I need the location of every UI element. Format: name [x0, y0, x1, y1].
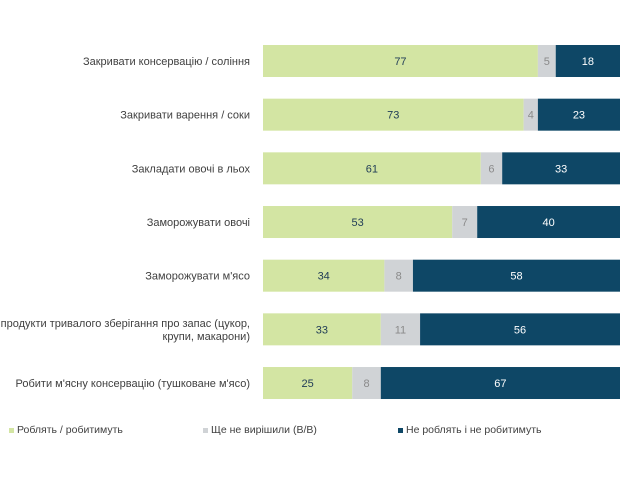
- data-label: 58: [510, 271, 522, 283]
- legend-item-undecided: Ще не вирішили (В/В): [203, 424, 317, 436]
- data-label: 53: [351, 217, 363, 229]
- bar-segment-dont: [502, 152, 620, 185]
- legend-swatch-do: [9, 427, 14, 433]
- bar-segment-undecided: [380, 313, 421, 346]
- bar-segment-undecided: [384, 259, 413, 292]
- bars: [263, 45, 620, 400]
- data-label: 25: [302, 378, 314, 390]
- data-label: 5: [544, 56, 550, 68]
- data-label: 8: [363, 378, 369, 390]
- legend-label-dont: Не роблять і не робитимуть: [406, 424, 542, 436]
- data-label: 67: [494, 378, 506, 390]
- data-label: 56: [514, 324, 526, 336]
- data-label: 33: [316, 324, 328, 336]
- data-label: 40: [542, 217, 554, 229]
- legend-item-dont: Не роблять і не робитимуть: [398, 424, 541, 436]
- bar-segment-undecided: [480, 152, 503, 185]
- bar-segment-undecided: [523, 98, 538, 131]
- category-labels: Закривати консервацію / соління Закривати…: [0, 56, 250, 390]
- data-label: 34: [318, 271, 330, 283]
- bar-segment-do: [263, 313, 381, 346]
- legend-label-undecided: Ще не вирішили (В/В): [211, 424, 317, 436]
- data-label: 23: [573, 110, 585, 122]
- legend-swatch-dont: [398, 427, 403, 433]
- category-label: Закуповувати продукти тривалого зберіган…: [0, 318, 250, 343]
- bar-segment-dont: [380, 367, 620, 400]
- bar-segment-dont: [477, 206, 620, 239]
- category-label: Закривати варення / соки: [120, 110, 250, 122]
- data-label: 7: [462, 217, 468, 229]
- bar-segment-undecided: [352, 367, 381, 400]
- category-label: Заморожувати м'ясо: [145, 271, 250, 283]
- category-label: Закривати консервацію / соління: [83, 56, 250, 68]
- bar-segment-do: [263, 152, 481, 185]
- legend-swatch-undecided: [203, 427, 208, 433]
- bar-segment-dont: [537, 98, 620, 131]
- data-label: 18: [582, 56, 594, 68]
- bar-segment-do: [263, 367, 353, 400]
- data-label: 8: [396, 271, 402, 283]
- bar-segment-undecided: [452, 206, 478, 239]
- data-label: 11: [395, 324, 406, 336]
- bar-segment-do: [263, 259, 385, 292]
- data-label: 77: [394, 56, 406, 68]
- bar-segment-do: [263, 206, 453, 239]
- legend-label-do: Роблять / робитимуть: [17, 424, 123, 436]
- data-label: 61: [366, 163, 378, 175]
- bar-segment-do: [263, 98, 524, 131]
- stacked-bar-chart: Закривати консервацію / соління Закривати…: [0, 45, 620, 400]
- data-labels: 77 5 18 73 4 23 61 6 33 53 7 40 34 8 58 33 11 56 25 8 67: [302, 56, 594, 390]
- bar-segment-dont: [412, 259, 620, 292]
- data-label: 73: [387, 110, 399, 122]
- category-label: Закладати овочі в льох: [132, 163, 251, 175]
- legend-item-do: Роблять / робитимуть: [9, 424, 123, 436]
- bar-segment-dont: [420, 313, 620, 346]
- category-label: Робити м'ясну консервацію (тушковане м'я…: [16, 378, 250, 390]
- bar-segment-undecided: [537, 45, 556, 77]
- bar-segment-do: [263, 45, 538, 77]
- data-label: 6: [488, 163, 494, 175]
- category-label: Заморожувати овочі: [147, 217, 250, 229]
- bar-segment-dont: [555, 45, 620, 77]
- legend: Роблять / робитимуть Ще не вирішили (В/В…: [0, 424, 640, 440]
- data-label: 4: [528, 110, 534, 122]
- data-label: 33: [555, 163, 567, 175]
